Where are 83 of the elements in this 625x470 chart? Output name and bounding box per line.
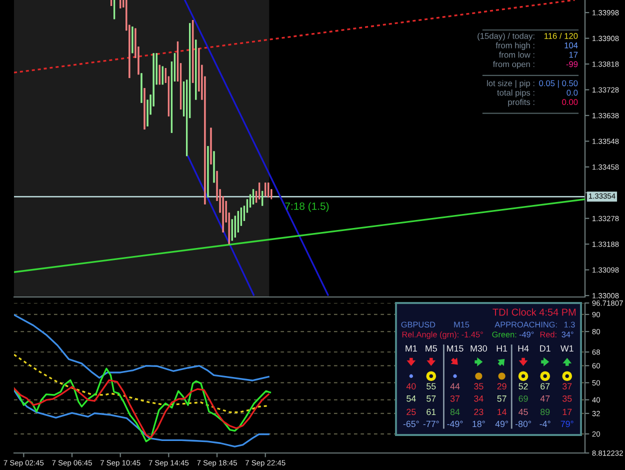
data-label: -65°	[403, 420, 419, 428]
data-label: -80°	[515, 420, 531, 428]
data-label: 57	[497, 396, 506, 402]
data-label: 67	[540, 383, 550, 390]
annotation: 1.3	[564, 322, 575, 328]
candlestick	[120, 0, 122, 9]
annotation: Green:	[492, 332, 516, 338]
data-label: 17	[562, 408, 572, 415]
candlestick	[195, 39, 197, 100]
data-label: 23	[474, 408, 484, 416]
data-label: 57	[426, 396, 436, 402]
candlestick	[144, 87, 146, 130]
candlestick	[207, 145, 209, 198]
candlestick	[158, 64, 160, 86]
annotation: 17	[569, 52, 578, 58]
data-label: 52	[518, 383, 528, 390]
data-label: 40	[406, 383, 416, 390]
annotation: 0.00	[562, 99, 578, 106]
data-label: 49°	[495, 420, 508, 428]
annotation: 0.05 | 0.50	[539, 80, 578, 88]
annotation: GBPUSD	[401, 322, 436, 328]
candlestick	[210, 127, 212, 166]
data-label: 37	[562, 383, 572, 390]
annotation: 34°	[562, 332, 574, 338]
annotation: 7:18 (1.5)	[285, 202, 329, 212]
annotation: from low :	[499, 52, 534, 58]
candlestick	[268, 182, 270, 198]
annotation: Rel.Angle (grn): -1.45°	[402, 331, 483, 340]
annotation: lot size | pip :	[487, 80, 534, 88]
candlestick	[140, 72, 142, 104]
annotation: from high :	[496, 42, 534, 50]
data-label: 54	[406, 396, 416, 402]
category-label: W1	[560, 345, 574, 352]
data-label: -49°	[519, 332, 534, 338]
candlestick	[237, 210, 239, 234]
data-label: 35	[474, 383, 484, 390]
data-label: 55	[426, 383, 436, 390]
data-label: 29	[497, 383, 506, 390]
category-label: M15	[447, 345, 464, 352]
category-label: M5	[426, 345, 437, 352]
annotation: total pips :	[497, 90, 534, 98]
annotation: -99	[566, 61, 578, 68]
data-label: 44	[450, 383, 460, 390]
candlestick	[264, 182, 266, 197]
candlestick	[192, 19, 194, 84]
data-label: 89	[540, 408, 550, 416]
candlestick	[252, 188, 254, 206]
annotation: 104	[564, 42, 578, 48]
annotation: profits :	[508, 98, 534, 107]
data-label: 14	[498, 408, 507, 415]
candlestick	[231, 218, 233, 242]
data-label: 84	[450, 408, 460, 416]
candlestick	[213, 150, 215, 184]
data-label: 69	[518, 395, 528, 402]
category-label: M1	[406, 345, 417, 352]
category-label: M30	[470, 345, 487, 352]
annotation: 0.0	[566, 90, 578, 96]
category-label: D1	[540, 345, 550, 352]
data-label: 18°	[472, 420, 485, 428]
data-label: 45	[518, 408, 528, 416]
data-label: 25	[406, 408, 416, 416]
data-label: -77°	[423, 420, 439, 428]
text: TDI Clock 4:54 PM	[492, 308, 576, 316]
candlestick	[132, 26, 134, 54]
annotation: M15	[454, 322, 470, 328]
data-label: 37	[450, 395, 460, 402]
data-label: 79°	[560, 420, 574, 428]
annotation: -49°	[447, 420, 463, 428]
data-label: 34	[474, 395, 484, 402]
data-label: 35	[562, 395, 572, 402]
data-label: -4°	[540, 420, 550, 428]
category-label: H4	[518, 345, 529, 352]
candlestick	[234, 215, 236, 238]
data-label: 61	[426, 408, 436, 416]
candlestick	[162, 66, 164, 86]
annotation: from open :	[492, 61, 534, 69]
annotation: (15day) / today:	[478, 32, 534, 41]
candlestick	[262, 190, 264, 207]
annotation: APPROACHING:	[494, 322, 557, 328]
category-label: H1	[496, 345, 508, 352]
annotation: 116 / 120	[544, 32, 578, 39]
data-label: 47	[540, 396, 550, 402]
annotation: Red:	[540, 331, 556, 338]
